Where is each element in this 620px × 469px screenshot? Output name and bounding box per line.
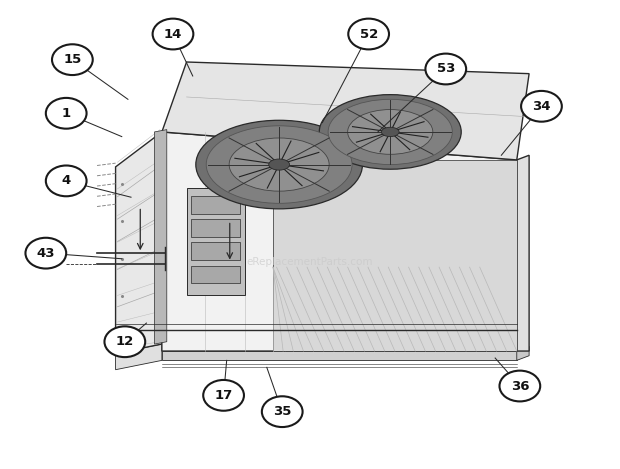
Polygon shape: [192, 242, 241, 260]
Circle shape: [203, 380, 244, 411]
Circle shape: [500, 371, 540, 401]
Ellipse shape: [229, 138, 329, 191]
Ellipse shape: [268, 159, 290, 170]
Circle shape: [25, 238, 66, 269]
Text: 14: 14: [164, 28, 182, 40]
Text: 53: 53: [436, 62, 455, 76]
Ellipse shape: [196, 120, 363, 209]
Text: 4: 4: [61, 174, 71, 188]
Circle shape: [153, 19, 193, 49]
Text: 36: 36: [511, 379, 529, 393]
Ellipse shape: [381, 127, 399, 136]
Text: 52: 52: [360, 28, 378, 40]
Polygon shape: [516, 155, 529, 351]
Polygon shape: [162, 351, 516, 360]
Polygon shape: [273, 160, 516, 351]
Polygon shape: [187, 188, 245, 295]
Polygon shape: [192, 219, 241, 237]
Ellipse shape: [206, 126, 352, 204]
Polygon shape: [516, 347, 529, 360]
Polygon shape: [192, 266, 241, 283]
Text: 43: 43: [37, 247, 55, 260]
Polygon shape: [162, 62, 529, 160]
Text: 1: 1: [61, 107, 71, 120]
Ellipse shape: [348, 110, 433, 154]
Text: 34: 34: [532, 100, 551, 113]
Circle shape: [46, 166, 87, 196]
Circle shape: [425, 53, 466, 84]
Text: eReplacementParts.com: eReplacementParts.com: [247, 257, 373, 267]
Circle shape: [521, 91, 562, 121]
Circle shape: [262, 396, 303, 427]
Polygon shape: [154, 129, 167, 344]
Polygon shape: [115, 132, 162, 353]
Text: 35: 35: [273, 405, 291, 418]
Polygon shape: [115, 344, 162, 370]
Polygon shape: [192, 196, 241, 213]
Circle shape: [104, 326, 145, 357]
Circle shape: [52, 44, 93, 75]
Text: 12: 12: [116, 335, 134, 348]
Ellipse shape: [328, 99, 453, 165]
Text: 15: 15: [63, 53, 81, 66]
Circle shape: [348, 19, 389, 49]
Ellipse shape: [319, 95, 461, 169]
Circle shape: [46, 98, 87, 129]
Text: 17: 17: [215, 389, 232, 402]
Polygon shape: [162, 132, 516, 351]
